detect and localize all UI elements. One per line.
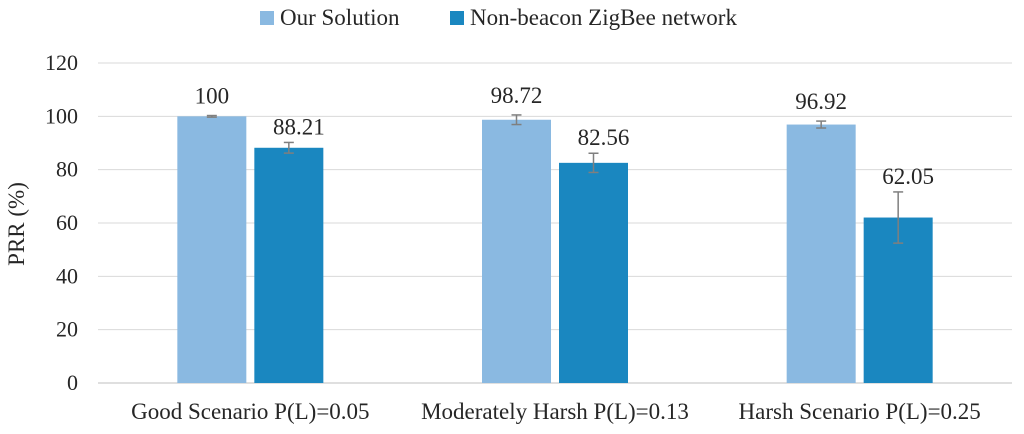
legend-item-non-beacon: Non-beacon ZigBee network	[450, 5, 737, 30]
x-axis-labels: Good Scenario P(L)=0.05 Moderately Harsh …	[131, 399, 981, 424]
y-tick-label: 60	[56, 210, 78, 235]
y-tick-label: 100	[45, 103, 78, 128]
error-bar	[511, 114, 522, 126]
data-label: 88.21	[273, 114, 325, 139]
error-bar	[206, 114, 217, 118]
data-label: 82.56	[578, 125, 630, 150]
bar-our-solution-1	[482, 119, 551, 383]
data-label: 98.72	[491, 83, 543, 108]
legend-item-our-solution: Our Solution	[260, 5, 400, 30]
data-label: 96.92	[795, 89, 847, 114]
y-tick-label: 80	[56, 157, 78, 182]
legend-swatch	[450, 11, 464, 25]
y-tick-label: 120	[45, 50, 78, 75]
data-labels: 100 88.21 98.72 82.56 96.92 62.05	[195, 83, 934, 189]
data-label: 62.05	[882, 164, 934, 189]
legend-swatch	[260, 11, 274, 25]
legend-label: Non-beacon ZigBee network	[470, 5, 737, 30]
bar-our-solution-0	[177, 116, 247, 383]
error-bars	[206, 114, 904, 244]
x-category-label: Harsh Scenario P(L)=0.25	[739, 399, 981, 424]
legend-label: Our Solution	[280, 5, 400, 30]
bar-non-beacon-0	[254, 147, 324, 383]
y-axis-ticks: 0 20 40 60 80 100 120	[45, 50, 78, 395]
y-tick-label: 0	[67, 370, 78, 395]
y-tick-label: 20	[56, 317, 78, 342]
x-category-label: Moderately Harsh P(L)=0.13	[421, 399, 689, 424]
y-axis-title: PRR (%)	[4, 182, 29, 266]
bar-non-beacon-2	[863, 217, 933, 383]
bar-our-solution-2	[786, 124, 856, 384]
legend: Our Solution Non-beacon ZigBee network	[260, 5, 737, 30]
error-bar	[816, 120, 827, 129]
bars	[177, 116, 933, 384]
data-label: 100	[195, 84, 230, 109]
x-category-label: Good Scenario P(L)=0.05	[131, 399, 369, 424]
error-bar	[893, 191, 904, 244]
error-bar	[588, 152, 599, 174]
y-tick-label: 40	[56, 263, 78, 288]
gridlines	[98, 62, 1012, 384]
bar-non-beacon-1	[559, 162, 628, 383]
error-bar	[283, 141, 294, 154]
